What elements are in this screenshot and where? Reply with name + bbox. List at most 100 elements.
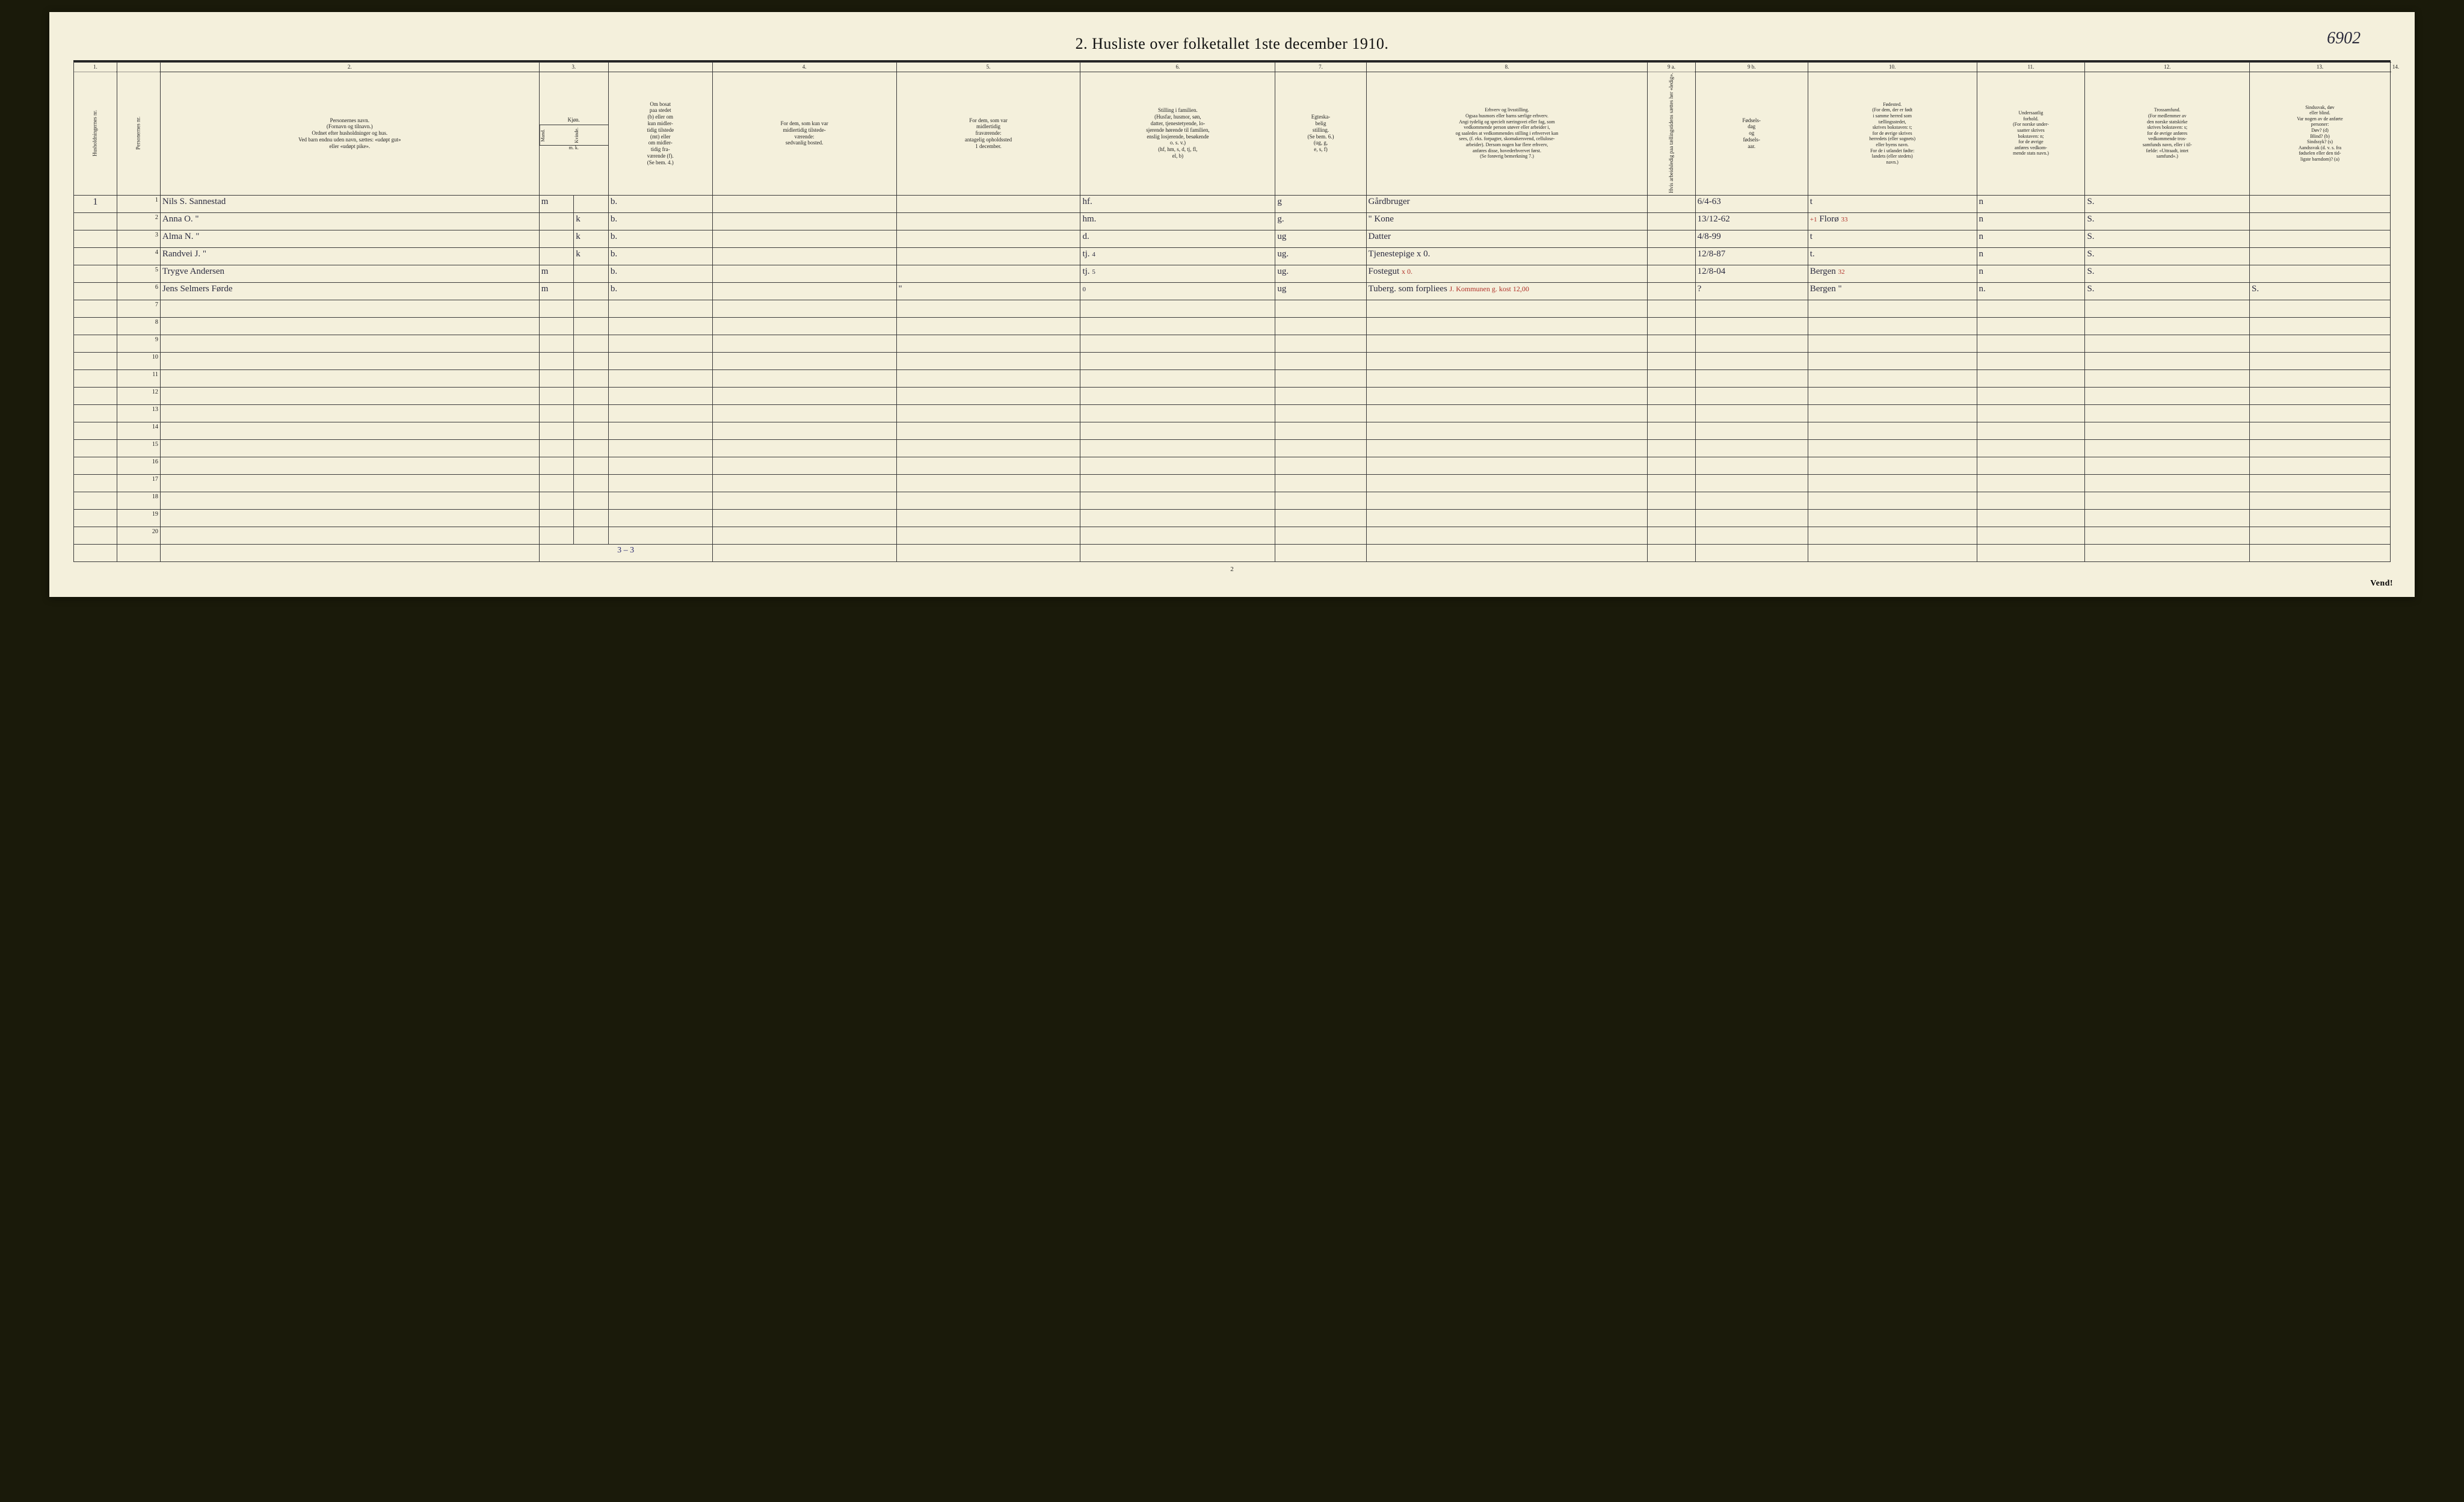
table-cell — [1275, 474, 1366, 492]
table-cell — [1808, 439, 1977, 457]
table-cell — [1808, 352, 1977, 369]
table-cell: 11 — [117, 369, 160, 387]
table-cell — [539, 230, 574, 247]
column-number: 2. — [160, 63, 539, 72]
table-cell — [608, 439, 712, 457]
table-cell — [1366, 335, 1648, 352]
table-cell — [574, 300, 609, 317]
column-number — [117, 63, 160, 72]
table-cell — [539, 492, 574, 509]
table-cell — [574, 387, 609, 404]
table-cell — [1695, 317, 1808, 335]
table-cell: m — [539, 195, 574, 212]
table-cell — [1695, 404, 1808, 422]
col-person-nr: Personernes nr. — [117, 72, 160, 195]
table-cell — [608, 387, 712, 404]
column-number: 11. — [1977, 63, 2085, 72]
column-number: 4. — [712, 63, 896, 72]
table-cell — [160, 335, 539, 352]
table-cell: k — [574, 212, 609, 230]
table-cell — [896, 265, 1080, 282]
table-row: 7 — [73, 300, 2390, 317]
table-cell: g — [1275, 195, 1366, 212]
table-cell — [1648, 195, 1695, 212]
table-cell — [896, 195, 1080, 212]
table-cell — [2249, 247, 2390, 265]
table-cell — [1080, 509, 1275, 527]
table-row: 11 — [73, 369, 2390, 387]
table-cell: 19 — [117, 509, 160, 527]
form-title: 2. Husliste over folketallet 1ste decemb… — [73, 35, 2391, 53]
table-cell — [1648, 247, 1695, 265]
table-cell: t — [1808, 195, 1977, 212]
table-cell: t — [1808, 230, 1977, 247]
table-cell: Gårdbruger — [1366, 195, 1648, 212]
table-cell — [896, 509, 1080, 527]
table-cell — [2085, 439, 2250, 457]
table-cell — [1977, 457, 2085, 474]
table-cell: t. — [1808, 247, 1977, 265]
table-cell — [2249, 300, 2390, 317]
table-cell — [608, 300, 712, 317]
table-cell — [73, 544, 117, 561]
column-number — [608, 63, 712, 72]
table-cell — [896, 404, 1080, 422]
census-form-page: 6902 2. Husliste over folketallet 1ste d… — [49, 12, 2415, 597]
table-cell — [1695, 544, 1808, 561]
table-cell — [1808, 300, 1977, 317]
table-cell: Tuberg. som forpliees J. Kommunen g. kos… — [1366, 282, 1648, 300]
table-cell: " — [896, 282, 1080, 300]
table-cell — [2249, 265, 2390, 282]
table-cell: S. — [2085, 247, 2250, 265]
table-cell — [896, 335, 1080, 352]
table-cell — [1080, 439, 1275, 457]
table-cell — [73, 387, 117, 404]
table-cell: ug. — [1275, 247, 1366, 265]
table-cell — [539, 457, 574, 474]
table-cell — [73, 335, 117, 352]
table-cell — [73, 230, 117, 247]
table-cell — [896, 492, 1080, 509]
table-cell — [1808, 474, 1977, 492]
table-cell: 13/12-62 — [1695, 212, 1808, 230]
table-cell — [574, 492, 609, 509]
table-cell — [1275, 457, 1366, 474]
col-person-navn: Personernes navn. (Fornavn og tilnavn.) … — [160, 72, 539, 195]
table-row: 14 — [73, 422, 2390, 439]
table-cell — [712, 439, 896, 457]
table-row: 16 — [73, 457, 2390, 474]
table-cell — [1366, 387, 1648, 404]
table-cell — [160, 404, 539, 422]
table-cell: ug — [1275, 230, 1366, 247]
table-cell: +1 Florø 33 — [1808, 212, 1977, 230]
table-cell: 2 — [117, 212, 160, 230]
table-cell — [712, 335, 896, 352]
table-cell: m — [539, 282, 574, 300]
table-cell — [712, 492, 896, 509]
table-cell — [1366, 317, 1648, 335]
table-cell: d. — [1080, 230, 1275, 247]
table-cell — [2085, 492, 2250, 509]
table-row: 10 — [73, 352, 2390, 369]
table-cell — [73, 369, 117, 387]
table-cell — [2249, 492, 2390, 509]
table-cell — [712, 247, 896, 265]
table-row: 18 — [73, 492, 2390, 509]
table-cell — [1275, 300, 1366, 317]
table-cell — [1648, 212, 1695, 230]
table-cell — [1808, 335, 1977, 352]
table-cell: Nils S. Sannestad — [160, 195, 539, 212]
table-cell: Tjenestepige x 0. — [1366, 247, 1648, 265]
table-cell — [2249, 439, 2390, 457]
table-cell — [608, 509, 712, 527]
table-cell — [608, 492, 712, 509]
col-kjon-mand: Mand. — [540, 125, 574, 146]
table-cell — [1648, 265, 1695, 282]
table-cell — [73, 300, 117, 317]
table-cell — [2085, 544, 2250, 561]
table-cell — [1977, 369, 2085, 387]
table-cell — [1695, 335, 1808, 352]
table-cell: 10 — [117, 352, 160, 369]
table-cell — [1366, 404, 1648, 422]
table-cell — [1080, 317, 1275, 335]
